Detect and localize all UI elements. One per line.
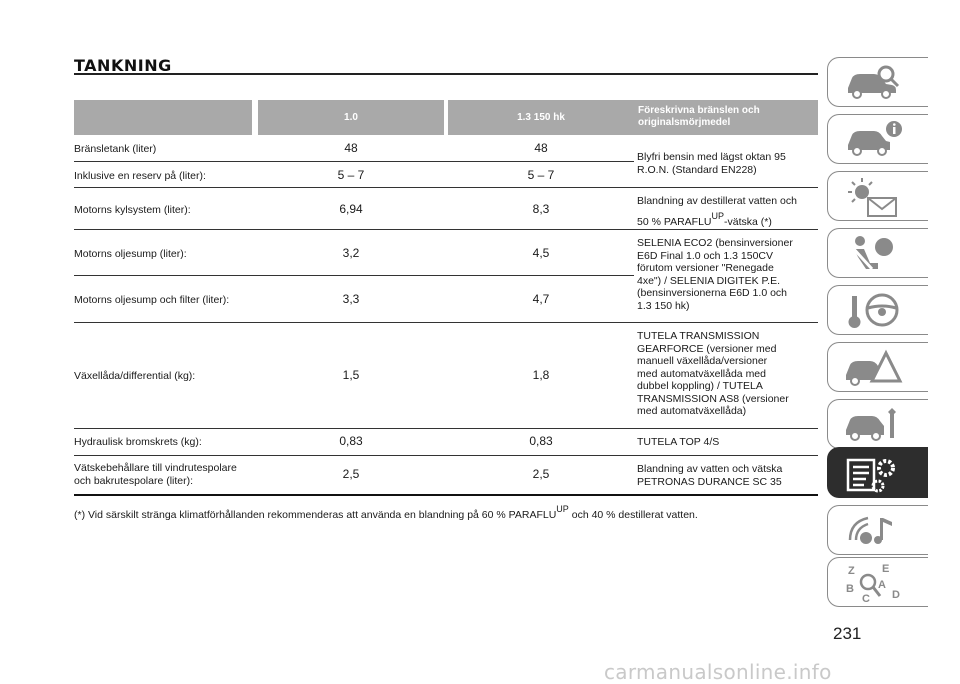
row-value-1-3: 48 [534,141,548,155]
row-label-washer: Vätskebehållare till vindrutespolare och… [74,462,237,487]
car-info-icon [848,121,902,156]
warning-light-message-icon [848,178,897,217]
multimedia-music-icon [848,516,892,544]
chapter-tab-maintenance[interactable] [827,399,928,449]
row-value-1-0: 6,94 [339,202,363,216]
gearbox-spec: TUTELA TRANSMISSION GEARFORCE (versioner… [637,330,789,417]
row-value-1-3: 8,3 [532,202,550,216]
row-value-1-3: 0,83 [529,434,553,448]
svg-text:C: C [862,593,870,605]
footnote: (*) Vid särskilt stränga klimatförhållan… [74,504,698,521]
key-steering-wheel-icon [848,293,899,328]
svg-text:B: B [846,583,854,595]
table-header-1-0: 1.0 [258,100,444,135]
table-header-label [74,100,252,135]
row-value-1-0: 48 [344,141,358,155]
chapter-tab-car-info[interactable] [827,114,928,164]
page-title: TANKNING [74,56,172,75]
coolant-spec: Blandning av destillerat vatten och 50 %… [637,195,797,228]
car-wrench-icon [846,408,896,441]
row-label-gearbox: Växellåda/differential (kg): [74,370,196,382]
svg-text:A: A [878,579,886,591]
chapter-tab-safety[interactable] [827,228,928,278]
chapter-tab-emergency[interactable] [827,342,928,392]
row-value-1-3: 4,5 [532,246,550,260]
table-bottom-rule [74,494,818,496]
row-label-coolant: Motorns kylsystem (liter): [74,204,191,216]
fuel-spec: Blyfri bensin med lägst oktan 95 R.O.N. … [637,151,786,176]
table-header-fluids: Föreskrivna bränslen och originalsmörjme… [632,100,818,135]
title-rule [74,73,818,75]
chapter-tab-index[interactable]: Z E B A D C [827,557,928,607]
chapter-tab-technical-data[interactable] [827,447,928,498]
row-value-1-0: 0,83 [339,434,363,448]
row-value-1-3: 4,7 [532,292,550,306]
alphabet-index-icon: Z E B A D C [846,563,900,605]
page-number: 231 [833,624,862,643]
row-divider [74,187,818,188]
row-value-1-0: 3,3 [342,292,360,306]
svg-text:Z: Z [848,565,855,577]
row-label-fuel-tank: Bränsletank (liter) [74,143,157,155]
washer-spec: Blandning av vatten och vätska PETRONAS … [637,463,783,488]
row-value-1-3: 5 – 7 [527,168,555,182]
row-label-brakes: Hydraulisk bromskrets (kg): [74,436,202,448]
oil-spec: SELENIA ECO2 (bensinversioner E6D Final … [637,237,793,312]
row-divider [74,161,634,162]
chapter-tab-starting-driving[interactable] [827,285,928,335]
row-value-1-0: 3,2 [342,246,360,260]
watermark: carmanualsonline.info [604,660,832,684]
row-value-1-0: 5 – 7 [337,168,365,182]
row-divider [74,428,818,429]
row-divider [74,275,634,276]
car-warning-triangle-icon [846,349,903,386]
svg-text:D: D [892,589,900,601]
row-divider [74,322,818,323]
airbag-seat-icon [850,236,893,271]
row-divider [74,229,818,230]
row-value-1-0: 1,5 [342,368,360,382]
chapter-tab-multimedia[interactable] [827,505,928,555]
car-search-icon [848,65,900,99]
table-header-1-3: 1.3 150 hk [448,100,634,135]
chapter-tab-warning-lights[interactable] [827,171,928,221]
row-label-reserve: Inklusive en reserv på (liter): [74,170,206,182]
row-divider [74,455,818,456]
row-label-oil-filter: Motorns oljesump och filter (liter): [74,294,230,306]
row-value-1-0: 2,5 [342,467,360,481]
row-label-oil-sump: Motorns oljesump (liter): [74,248,187,260]
svg-text:E: E [882,563,889,575]
row-value-1-3: 2,5 [532,467,550,481]
chapter-tab-car-search[interactable] [827,57,928,107]
row-value-1-3: 1,8 [532,368,550,382]
spec-sheet-gear-icon [846,458,895,493]
brake-spec: TUTELA TOP 4/S [637,436,720,448]
